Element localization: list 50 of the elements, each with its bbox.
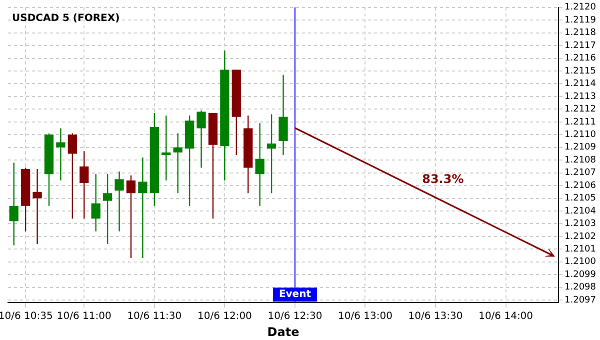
candlestick bbox=[68, 132, 77, 220]
candlestick bbox=[138, 156, 148, 259]
ref-line-label: Event bbox=[278, 289, 312, 300]
candlestick bbox=[56, 128, 66, 182]
x-tick-label: 10/6 11:00 bbox=[56, 311, 112, 322]
candlestick bbox=[126, 174, 136, 259]
y-tick-label: 1.2109 bbox=[564, 142, 596, 153]
candlestick bbox=[80, 150, 89, 220]
y-tick-label: 1.2105 bbox=[564, 194, 596, 204]
y-tick-label: 1.2107 bbox=[564, 168, 596, 178]
candlestick bbox=[102, 173, 112, 245]
y-tick-label: 1.2116 bbox=[564, 54, 596, 64]
y-tick-label: 1.2102 bbox=[564, 232, 596, 242]
y-tick-label: 1.2119 bbox=[564, 15, 596, 26]
y-tick-label: 1.2111 bbox=[564, 117, 596, 128]
candlestick bbox=[255, 122, 264, 206]
y-tick-label: 1.2104 bbox=[564, 206, 596, 216]
candlestick bbox=[114, 170, 124, 232]
candlestick bbox=[9, 162, 18, 246]
candlestick bbox=[162, 114, 171, 182]
x-tick-label: 10/6 13:30 bbox=[408, 311, 463, 322]
y-tick-label: 1.2103 bbox=[564, 219, 596, 230]
y-tick-label: 1.2106 bbox=[564, 180, 596, 191]
x-tick-label: 10/6 14:00 bbox=[478, 311, 534, 322]
y-tick-label: 1.2113 bbox=[564, 92, 596, 102]
y-tick-label: 1.2110 bbox=[564, 130, 596, 140]
x-tick-label: 10/6 13:00 bbox=[338, 311, 392, 322]
y-tick-label: 1.2097 bbox=[564, 295, 596, 306]
y-tick-label: 1.2112 bbox=[564, 104, 596, 115]
candlestick bbox=[266, 114, 276, 194]
candlestick bbox=[32, 168, 42, 245]
candlestick bbox=[173, 132, 182, 194]
x-tick-label: 10/6 12:30 bbox=[268, 311, 322, 322]
candlestick bbox=[91, 173, 100, 232]
y-tick-label: 1.2098 bbox=[564, 282, 596, 293]
x-tick-label: 10/6 12:00 bbox=[197, 311, 252, 322]
y-tick-label: 1.2108 bbox=[564, 155, 596, 166]
y-tick-label: 1.2099 bbox=[564, 270, 596, 280]
y-tick-label: 1.2100 bbox=[564, 257, 596, 268]
y-tick-label: 1.2101 bbox=[564, 244, 596, 254]
text: USDCAD 5 (FOREX) bbox=[12, 12, 120, 24]
annotation: 83.3% bbox=[422, 172, 464, 186]
candlestick bbox=[196, 110, 206, 168]
x-axis-title: Date bbox=[267, 324, 300, 339]
y-tick-label: 1.2114 bbox=[564, 79, 596, 90]
y-tick-label: 1.2118 bbox=[564, 28, 596, 38]
y-tick-label: 1.2120 bbox=[564, 2, 596, 13]
y-tick-label: 1.2115 bbox=[564, 66, 596, 76]
y-tick-label: 1.2117 bbox=[564, 40, 596, 51]
x-tick-label: 10/6 11:30 bbox=[127, 311, 182, 322]
